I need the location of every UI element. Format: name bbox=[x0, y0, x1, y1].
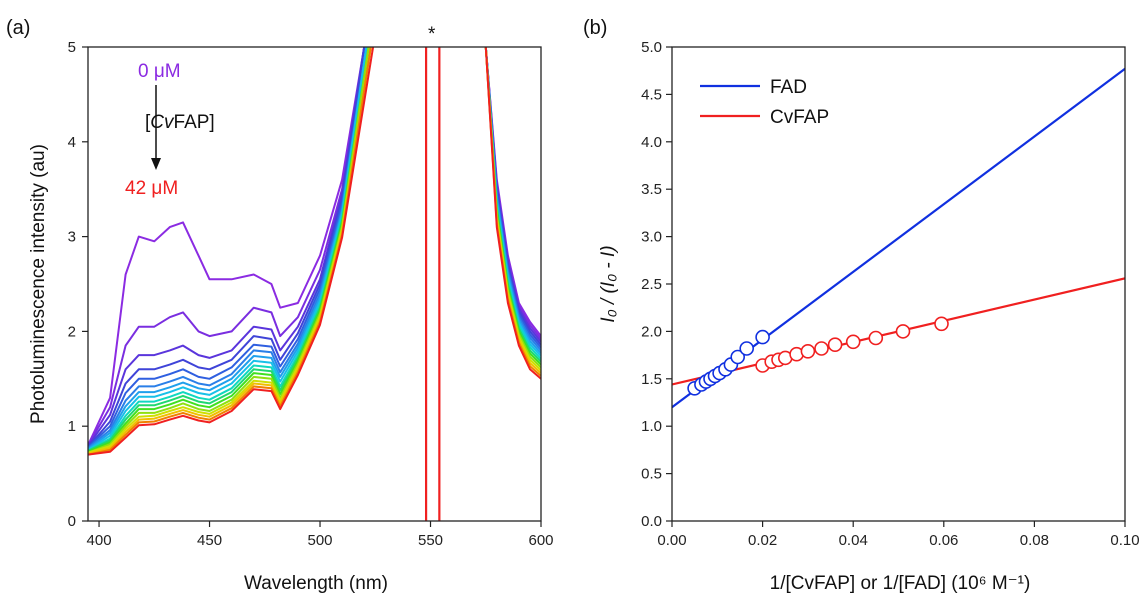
panel-a-x-axis-label: Wavelength (nm) bbox=[244, 573, 388, 594]
panel-a-series-line-3 bbox=[88, 47, 366, 448]
panel-a-plot-frame bbox=[87, 46, 542, 522]
panel-b-point-1-8 bbox=[845, 334, 861, 350]
panel-b-y-tick-label-10: 5.0 bbox=[641, 39, 662, 56]
panel-b-x-ticks: 0.00 0.02 0.04 0.06 0.08 0.10 bbox=[657, 521, 1140, 549]
panel-a-series-line-1 bbox=[88, 47, 366, 446]
panel-b: (b) 0.00 0.02 0.04 0.06 0.08 0.10 0.0 0.5 1.0 1.… bbox=[583, 17, 1140, 594]
panel-a-series-line-12 bbox=[88, 47, 372, 454]
panel-b-x-tick-label-1: 0.02 bbox=[748, 532, 777, 549]
panel-b-y-tick-label-2: 1.0 bbox=[641, 418, 662, 435]
panel-a-series-line-6 bbox=[88, 47, 368, 450]
legend-label-fad: FAD bbox=[770, 77, 807, 98]
panel-a-y-tick-label-1: 1 bbox=[68, 418, 76, 435]
annotation-cvfap-italic: Cv bbox=[150, 112, 175, 133]
panel-a-series-line-11 bbox=[88, 47, 370, 454]
annotation-asterisk: * bbox=[428, 24, 436, 45]
panel-b-x-tick-label-3: 0.06 bbox=[929, 532, 958, 549]
panel-a-y-tick-label-0: 0 bbox=[68, 513, 76, 530]
panel-a-y-tick-label-4: 4 bbox=[68, 134, 76, 151]
panel-a-series-line-13 bbox=[88, 47, 372, 455]
panel-a-y-axis-label: Photoluminescence intensity (au) bbox=[28, 144, 49, 424]
panel-a-series-line-4 bbox=[88, 47, 368, 448]
panel-b-y-tick-label-5: 2.5 bbox=[641, 276, 662, 293]
panel-a: (a) 400 450 500 550 600 0 1 2 3 4 5 Wavelength (n… bbox=[6, 17, 554, 594]
panel-b-y-tick-label-0: 0.0 bbox=[641, 513, 662, 530]
panel-a-series-line-5 bbox=[88, 47, 368, 449]
panel-b-legend: FAD CvFAP bbox=[700, 77, 829, 128]
panel-a-label: (a) bbox=[6, 17, 30, 39]
panel-b-point-0-8 bbox=[730, 349, 746, 365]
panel-a-x-tick-label-1: 450 bbox=[197, 532, 222, 549]
annotation-bottom-concentration: 42 μM bbox=[125, 178, 178, 199]
panel-b-point-1-11 bbox=[934, 316, 949, 332]
panel-b-points bbox=[687, 316, 949, 396]
panel-b-y-tick-label-1: 0.5 bbox=[641, 466, 662, 483]
panel-b-x-tick-label-5: 0.10 bbox=[1110, 532, 1139, 549]
panel-a-x-ticks: 400 450 500 550 600 bbox=[87, 521, 554, 549]
panel-b-point-1-5 bbox=[800, 343, 816, 359]
panel-b-y-axis-label: I₀ / (I₀ - I) bbox=[598, 245, 619, 322]
legend-label-cvfap: CvFAP bbox=[770, 107, 829, 128]
panel-b-label: (b) bbox=[583, 17, 607, 39]
panel-a-x-tick-label-0: 400 bbox=[87, 532, 112, 549]
panel-b-point-0-9 bbox=[739, 341, 755, 356]
panel-a-x-tick-label-3: 550 bbox=[418, 532, 443, 549]
panel-b-y-tick-label-4: 2.0 bbox=[641, 323, 662, 340]
panel-a-series-line-7 bbox=[88, 47, 368, 451]
panel-b-x-tick-label-2: 0.04 bbox=[839, 532, 868, 549]
panel-a-series-line-14 bbox=[88, 47, 372, 456]
panel-b-point-1-10 bbox=[895, 324, 911, 339]
panel-a-y-tick-label-3: 3 bbox=[68, 229, 76, 246]
panel-b-point-1-6 bbox=[814, 341, 829, 356]
panel-b-y-tick-label-8: 4.0 bbox=[641, 134, 662, 151]
panel-a-series-line-8 bbox=[88, 47, 370, 452]
panel-a-tail-line-15 bbox=[484, 47, 541, 380]
panel-a-series-line-9 bbox=[88, 47, 370, 452]
panel-b-plot-frame bbox=[671, 46, 1126, 522]
panel-b-x-tick-label-0: 0.00 bbox=[657, 532, 686, 549]
panel-b-y-tick-label-6: 3.0 bbox=[641, 229, 662, 246]
panel-a-y-tick-label-2: 2 bbox=[68, 323, 76, 340]
annotation-arrow-head bbox=[151, 158, 161, 170]
annotation-top-concentration: 0 μM bbox=[138, 61, 181, 82]
panel-b-y-tick-label-3: 1.5 bbox=[641, 371, 662, 388]
panel-a-series-line-15 bbox=[88, 47, 375, 456]
panel-a-x-tick-label-4: 600 bbox=[528, 532, 553, 549]
panel-a-series-line-2 bbox=[88, 47, 366, 447]
panel-a-y-tick-label-5: 5 bbox=[68, 39, 76, 56]
panel-b-y-ticks: 0.0 0.5 1.0 1.5 2.0 2.5 3.0 3.5 4.0 4.5 5.0 bbox=[641, 39, 672, 530]
panel-a-y-ticks: 0 1 2 3 4 5 bbox=[68, 39, 88, 530]
panel-a-series-group bbox=[88, 47, 541, 456]
panel-a-series-line-0 bbox=[88, 47, 366, 446]
panel-b-x-axis-label: 1/[CvFAP] or 1/[FAD] (10⁶ M⁻¹) bbox=[770, 573, 1031, 594]
panel-b-y-tick-label-9: 4.5 bbox=[641, 86, 662, 103]
annotation-cvfap-rest: FAP bbox=[174, 112, 210, 133]
panel-b-point-1-7 bbox=[827, 337, 843, 353]
panel-a-scatter-peak bbox=[424, 47, 441, 521]
panel-a-series-line-10 bbox=[88, 47, 370, 453]
panel-b-point-1-9 bbox=[868, 330, 884, 346]
panel-a-x-tick-label-2: 500 bbox=[308, 532, 333, 549]
panel-b-point-0-10 bbox=[755, 329, 770, 345]
panel-b-x-tick-label-4: 0.08 bbox=[1020, 532, 1049, 549]
panel-b-y-tick-label-7: 3.5 bbox=[641, 181, 662, 198]
